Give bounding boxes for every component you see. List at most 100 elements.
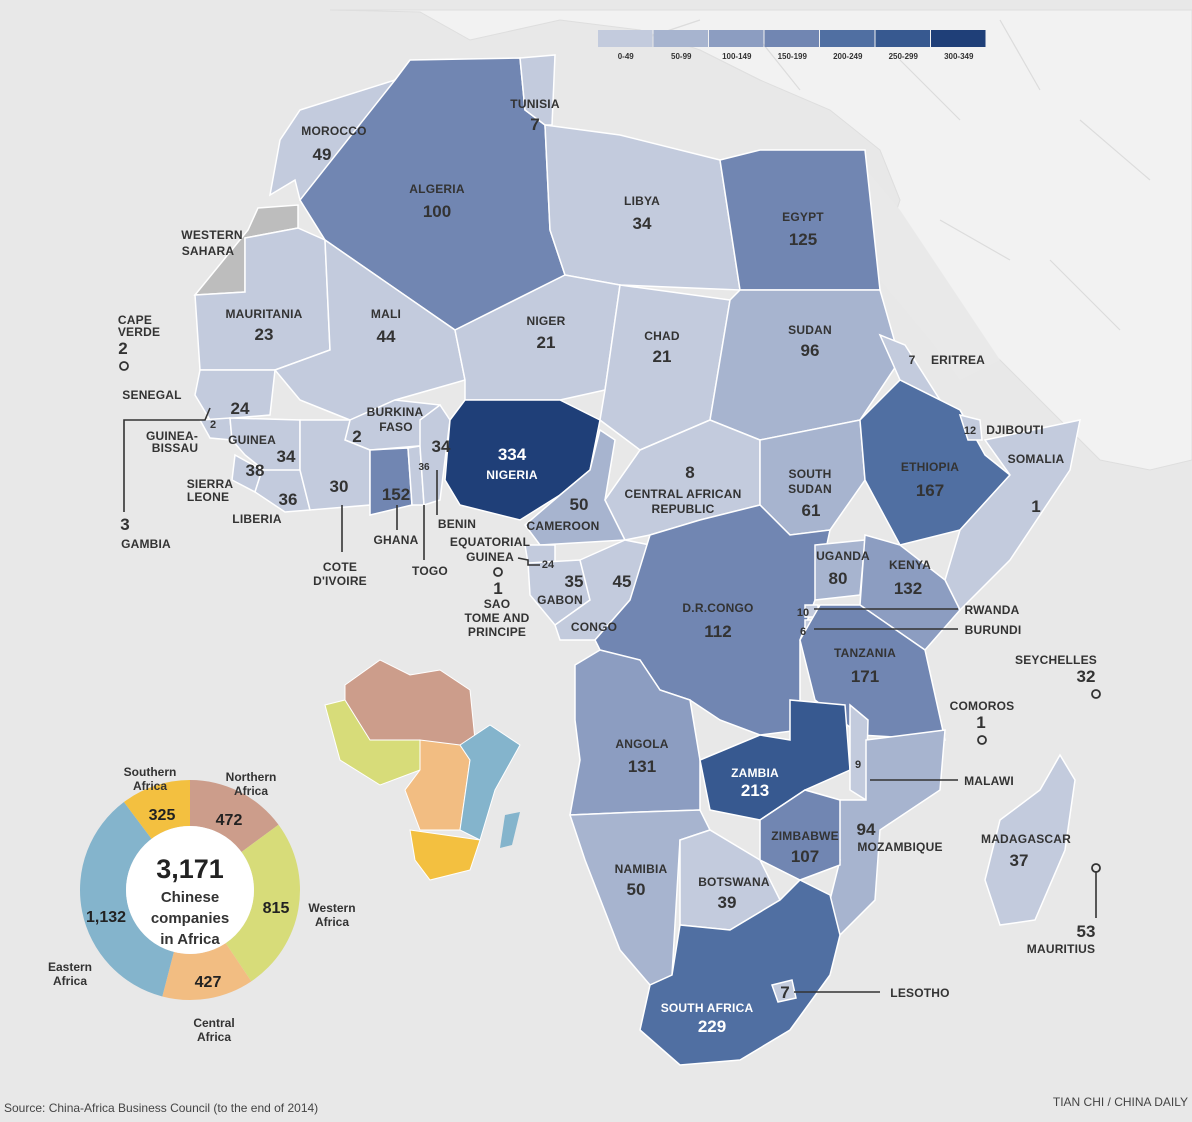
label-burkina-value: 2 [352, 427, 361, 446]
label-sao-tome-line2: TOME AND [465, 611, 530, 625]
label-cameroon-name: CAMEROON [527, 519, 600, 533]
label-sao-tome-value: 1 [493, 579, 502, 598]
legend-label: 200-249 [833, 52, 863, 61]
label-djibouti-value: 12 [964, 425, 976, 437]
donut-center: 3,171 Chinese companies in Africa [151, 854, 229, 948]
region-northern-line1: Northern [226, 770, 277, 784]
donut-subtitle-line1: Chinese [161, 889, 219, 906]
label-zambia-value: 213 [741, 781, 769, 800]
region-northern-line2: Africa [234, 784, 268, 798]
label-eq-guinea-line2: GUINEA [466, 550, 514, 564]
country-lesotho [771, 979, 797, 1003]
label-congo-name: CONGO [571, 620, 617, 634]
region-southern-line2: Africa [133, 779, 167, 793]
label-drc-value: 112 [704, 622, 731, 641]
label-gabon-name: GABON [537, 593, 583, 607]
legend-label: 250-299 [889, 52, 919, 61]
label-sierra-leone-line1: SIERRA [187, 477, 234, 491]
label-tunisia-value: 7 [530, 115, 539, 134]
label-botswana-name: BOTSWANA [698, 875, 770, 889]
label-cape-verde-line1: CAPE [118, 313, 152, 327]
label-cote-line1: COTE [323, 560, 357, 574]
label-guinea-bissau-line1: GUINEA- [146, 429, 198, 443]
donut-hole [126, 826, 254, 954]
label-cape-verde-line2: VERDE [118, 325, 160, 339]
label-south-sudan-line1: SOUTH [789, 467, 832, 481]
label-guinea-bissau-line2: BISSAU [152, 441, 199, 455]
label-car-value: 8 [685, 463, 694, 482]
credit-note: TIAN CHI / CHINA DAILY [1053, 1095, 1188, 1109]
label-djibouti-name: DJIBOUTI [986, 423, 1044, 437]
country-liberia [254, 469, 311, 513]
label-guinea-value: 34 [277, 447, 296, 466]
label-sierra-leone-value: 38 [246, 461, 265, 480]
label-lesotho-name: LESOTHO [890, 986, 949, 1000]
label-morocco-value: 49 [313, 145, 332, 164]
label-namibia-value: 50 [627, 880, 646, 899]
donut-value-label: 472 [216, 812, 243, 829]
country-ghana [369, 447, 413, 516]
label-car-line2: REPUBLIC [652, 502, 715, 516]
label-comoros-value: 1 [976, 713, 985, 732]
label-togo-value: 36 [418, 462, 430, 473]
label-rwanda-name: RWANDA [965, 603, 1020, 617]
donut-slice-eastern-africa [79, 802, 174, 997]
legend-label: 300-349 [944, 52, 974, 61]
label-kenya-value: 132 [894, 579, 922, 598]
label-malawi-value: 9 [855, 759, 861, 771]
label-senegal-name: SENEGAL [122, 388, 181, 402]
donut-value-label: 815 [263, 900, 290, 917]
label-cote-line2: D'IVOIRE [313, 574, 367, 588]
label-senegal-value: 24 [231, 399, 250, 418]
label-somalia-value: 1 [1031, 497, 1040, 516]
label-guinea-bissau-value: 2 [210, 419, 216, 431]
label-tunisia-name: TUNISIA [510, 97, 560, 111]
label-mali-name: MALI [371, 307, 401, 321]
label-mauritania-name: MAURITANIA [225, 307, 302, 321]
label-libya-name: LIBYA [624, 194, 660, 208]
label-sudan-value: 96 [801, 341, 820, 360]
donut-total: 3,171 [156, 854, 224, 884]
label-burkina-line1: BURKINA [367, 405, 424, 419]
donut-slice-northern-africa [190, 780, 279, 853]
country-south-africa [639, 879, 841, 1066]
region-central-line1: Central [193, 1016, 234, 1030]
label-ethiopia-name: ETHIOPIA [901, 460, 959, 474]
legend-label: 50-99 [671, 52, 692, 61]
label-sudan-name: SUDAN [788, 323, 832, 337]
legend-label: 150-199 [778, 52, 808, 61]
label-zimbabwe-value: 107 [791, 847, 819, 866]
label-algeria-name: ALGERIA [409, 182, 465, 196]
label-zambia-name: ZAMBIA [731, 766, 779, 780]
label-togo-name: TOGO [412, 564, 448, 578]
label-namibia-name: NAMIBIA [615, 862, 668, 876]
source-note: Source: China-Africa Business Council (t… [4, 1101, 318, 1115]
donut-region-labels: Southern Africa Northern Africa Western … [48, 765, 356, 1044]
label-egypt-value: 125 [789, 230, 817, 249]
label-gambia-value: 3 [120, 515, 129, 534]
label-eq-guinea-value: 24 [542, 559, 555, 571]
label-gambia-name: GAMBIA [121, 537, 171, 551]
label-zimbabwe-name: ZIMBABWE [771, 829, 839, 843]
label-niger-name: NIGER [526, 314, 565, 328]
label-burundi-value: 6 [800, 626, 806, 638]
label-mozambique-value: 94 [857, 820, 876, 839]
region-eastern-line1: Eastern [48, 960, 92, 974]
legend-swatch [653, 30, 708, 47]
label-car-line1: CENTRAL AFRICAN [625, 487, 742, 501]
label-south-sudan-line2: SUDAN [788, 482, 832, 496]
label-chad-name: CHAD [644, 329, 680, 343]
label-benin-value: 34 [432, 437, 451, 456]
label-western-sahara-line2: SAHARA [182, 244, 235, 258]
donut-slice-southern-africa [123, 780, 190, 839]
country-djibouti [958, 413, 983, 441]
country-angola [569, 649, 701, 816]
label-malawi-name: MALAWI [964, 774, 1014, 788]
label-ghana-value: 152 [382, 485, 410, 504]
donut-subtitle-line2: companies [151, 910, 229, 927]
country-libya [544, 124, 741, 291]
inset-region-map [324, 659, 521, 881]
label-mali-value: 44 [377, 327, 396, 346]
label-morocco-name: MOROCCO [301, 124, 366, 138]
label-ghana-name: GHANA [374, 533, 419, 547]
